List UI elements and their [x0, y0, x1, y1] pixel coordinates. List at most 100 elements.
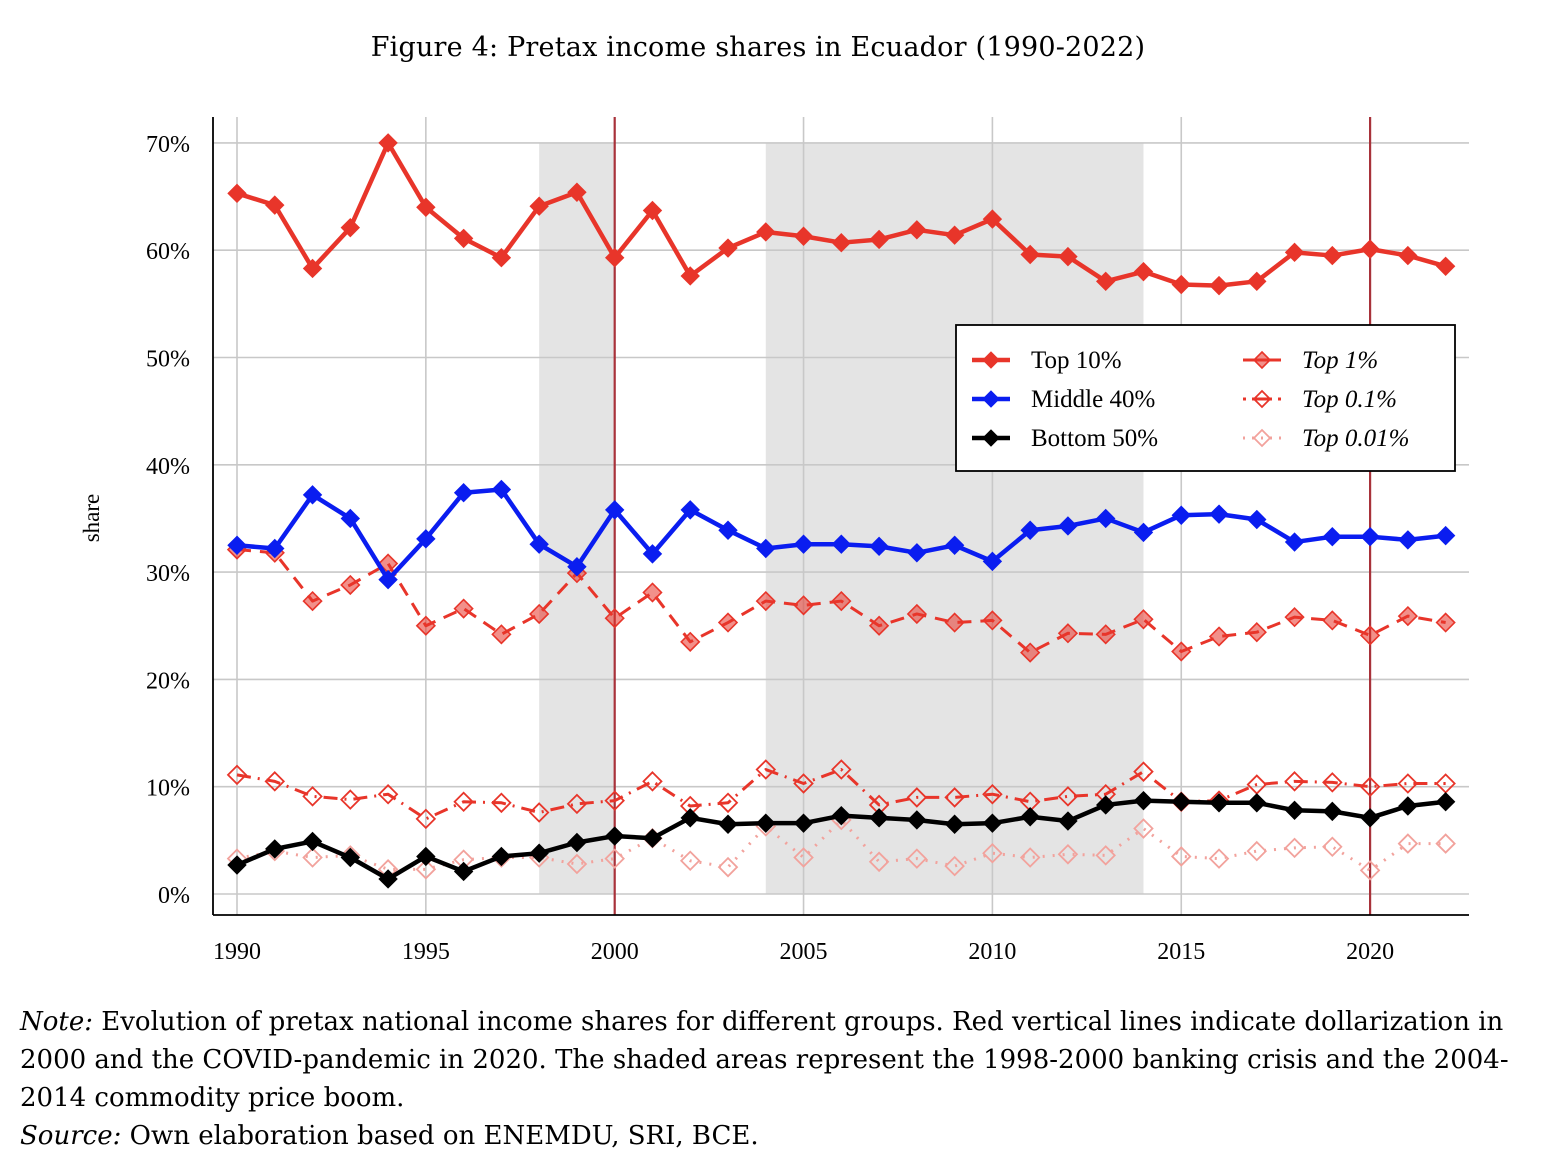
y-axis-label: share: [79, 494, 104, 543]
data-point-top-0-01-2018: [1284, 837, 1305, 859]
data-point-top-0-1-2006: [831, 759, 852, 780]
legend-item-top-1: Top 1%: [1243, 347, 1378, 374]
x-tick-label: 1990: [213, 939, 261, 965]
shaded-period-1998-2000: [539, 142, 615, 894]
data-point-middle-40-2014: [1133, 522, 1154, 543]
data-point-top-10-2017: [1247, 271, 1267, 292]
data-point-top-0-1-1998: [528, 802, 550, 823]
legend-label: Top 0.01%: [1302, 425, 1409, 452]
data-point-top-1-2004: [755, 590, 776, 612]
legend-item-middle-40: Middle 40%: [972, 386, 1155, 413]
data-point-top-0-1-1994: [377, 783, 399, 805]
data-point-middle-40-1991: [265, 538, 285, 559]
y-tick-label: 70%: [146, 132, 190, 158]
data-point-top-10-2022: [1435, 256, 1456, 277]
data-point-bottom-50-1990: [227, 855, 247, 875]
legend-swatch-marker: [1252, 389, 1272, 409]
data-point-top-0-01-2011: [1019, 847, 1041, 868]
data-point-top-1-2001: [642, 582, 663, 603]
data-point-top-10-2019: [1322, 245, 1343, 266]
data-point-top-10-1994: [378, 133, 398, 153]
data-point-top-10-2008: [907, 220, 927, 240]
data-point-top-10-1996: [453, 228, 474, 249]
data-point-top-0-1-2004: [755, 759, 777, 780]
data-point-top-10-2015: [1171, 274, 1191, 295]
data-point-middle-40-2018: [1284, 532, 1305, 552]
data-point-top-10-2003: [718, 238, 738, 258]
data-point-bottom-50-2011: [1020, 807, 1040, 827]
data-point-middle-40-2009: [944, 535, 965, 555]
data-point-top-1-2015: [1171, 641, 1192, 662]
data-point-middle-40-2004: [756, 538, 776, 559]
data-point-top-0-01-2005: [793, 847, 814, 868]
data-point-top-0-1-2010: [982, 783, 1003, 805]
legend-swatch-marker: [982, 390, 1000, 408]
data-point-top-10-2000: [604, 248, 625, 268]
data-point-top-0-1-1999: [566, 793, 588, 815]
data-point-top-0-01-2003: [717, 856, 739, 878]
data-point-bottom-50-1999: [567, 832, 587, 853]
data-point-top-10-1992: [302, 258, 323, 279]
data-point-middle-40-2001: [642, 544, 663, 564]
data-point-top-0-01-2015: [1170, 846, 1192, 867]
data-point-top-0-1-2001: [642, 771, 663, 792]
data-point-bottom-50-2001: [642, 828, 663, 848]
figure-title: Figure 4: Pretax income shares in Ecuado…: [370, 32, 1146, 63]
data-point-bottom-50-2021: [1398, 796, 1418, 816]
x-tick-label: 2015: [1157, 939, 1205, 965]
data-point-middle-40-2008: [907, 543, 927, 563]
data-point-top-0-01-2000: [604, 848, 625, 869]
legend-item-top-10: Top 10%: [972, 347, 1122, 374]
data-point-top-10-1997: [491, 248, 512, 268]
data-point-bottom-50-2004: [756, 813, 776, 833]
data-point-top-10-2011: [1020, 244, 1040, 265]
data-point-middle-40-2015: [1171, 505, 1191, 525]
data-point-top-0-1-1990: [226, 764, 248, 786]
x-tick-label: 2010: [968, 939, 1016, 965]
legend-item-bottom-50: Bottom 50%: [972, 425, 1158, 452]
source-label: Source:: [20, 1121, 122, 1151]
data-point-bottom-50-2016: [1209, 793, 1229, 813]
data-point-bottom-50-1998: [529, 843, 549, 863]
data-point-top-1-2012: [1057, 623, 1079, 644]
data-point-top-1-2021: [1397, 605, 1419, 627]
data-point-top-10-2006: [831, 232, 852, 253]
data-point-top-0-01-1995: [415, 859, 437, 880]
legend-swatch-marker: [982, 351, 1000, 369]
series-middle-40: [227, 479, 1456, 590]
data-point-top-0-01-2009: [944, 855, 965, 877]
data-point-top-10-2001: [642, 200, 663, 221]
source-text: Own elaboration based on ENEMDU, SRI, BC…: [121, 1121, 759, 1151]
data-point-top-10-2009: [944, 225, 965, 245]
data-point-bottom-50-2018: [1284, 800, 1305, 821]
data-point-middle-40-1999: [567, 557, 587, 577]
legend-label: Top 1%: [1302, 347, 1378, 374]
data-point-top-0-1-2018: [1284, 771, 1305, 792]
legend: Top 10% Middle 40% Bottom 50% Top 1% Top 0.1…: [955, 324, 1456, 472]
data-point-middle-40-2005: [793, 534, 814, 554]
data-point-bottom-50-1996: [453, 861, 474, 882]
note-label: Note:: [20, 1007, 93, 1037]
data-point-bottom-50-2022: [1435, 792, 1456, 812]
y-tick-label: 20%: [146, 668, 190, 694]
data-point-top-10-1991: [265, 195, 285, 215]
data-point-top-0-01-2012: [1057, 844, 1079, 865]
legend-label: Middle 40%: [1031, 386, 1155, 413]
shaded-periods: [539, 142, 1144, 894]
y-tick-label: 60%: [146, 239, 190, 265]
data-point-bottom-50-2020: [1360, 808, 1380, 828]
data-point-top-0-1-2005: [793, 773, 814, 794]
y-tick-label: 10%: [146, 776, 190, 802]
data-point-top-0-1-2000: [604, 790, 625, 811]
legend-swatch-marker: [982, 429, 1000, 447]
data-point-top-0-1-2008: [906, 787, 928, 808]
data-point-top-10-1995: [416, 197, 436, 217]
data-point-top-0-1-2020: [1359, 776, 1381, 797]
data-point-bottom-50-2013: [1096, 795, 1116, 815]
data-point-middle-40-2010: [982, 551, 1003, 572]
data-point-top-0-1-2009: [944, 787, 965, 808]
data-point-top-0-1-2003: [717, 792, 739, 814]
data-point-middle-40-1995: [416, 529, 436, 549]
series-bottom-50: [227, 790, 1456, 889]
data-point-top-1-2013: [1095, 624, 1116, 645]
